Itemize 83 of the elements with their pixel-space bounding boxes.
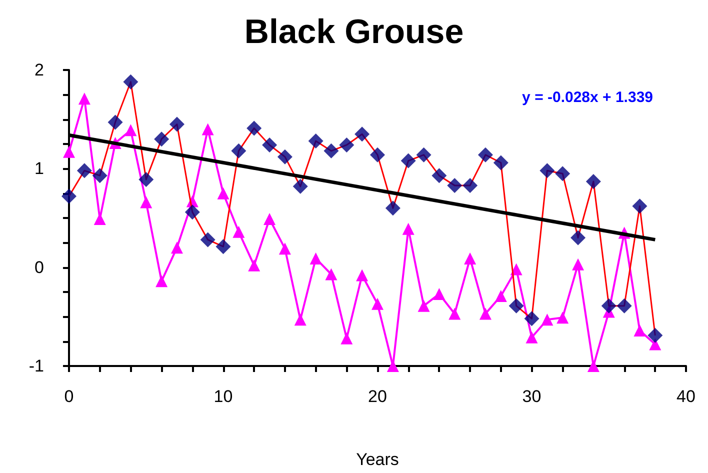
point: [448, 308, 461, 320]
point: [447, 178, 462, 193]
y-tick-label: 2: [34, 60, 44, 80]
point: [632, 198, 648, 214]
point: [648, 328, 663, 343]
point: [386, 360, 399, 372]
point: [232, 226, 245, 238]
point: [264, 212, 276, 225]
point: [616, 298, 632, 314]
point: [278, 242, 291, 255]
point: [108, 114, 123, 130]
point: [385, 200, 400, 216]
x-tick-label: 0: [64, 387, 74, 406]
point: [418, 300, 430, 312]
point: [601, 298, 616, 314]
point: [464, 252, 476, 264]
point: [526, 331, 538, 344]
x-axis-title: Years: [356, 450, 399, 469]
point: [324, 143, 339, 158]
point: [555, 166, 570, 182]
annotation: y = -0.028x + 1.339: [522, 89, 654, 106]
x-tick-label: 30: [522, 387, 542, 406]
point: [308, 134, 324, 149]
point: [124, 124, 137, 136]
point: [154, 132, 170, 147]
point: [231, 143, 246, 158]
point: [294, 314, 306, 326]
point: [433, 288, 446, 300]
y-tick-label: 0: [34, 258, 44, 277]
point: [78, 92, 90, 105]
x-tick-label: 40: [676, 387, 696, 406]
point: [248, 259, 260, 272]
point: [140, 196, 152, 208]
point: [478, 147, 493, 162]
y-tick-label: -1: [28, 356, 44, 376]
point: [123, 74, 138, 90]
point: [402, 222, 414, 235]
point: [156, 275, 168, 288]
point: [356, 269, 368, 282]
point: [200, 232, 216, 248]
point: [354, 126, 370, 142]
point: [462, 178, 478, 193]
x-tick-label: 10: [214, 387, 233, 406]
point: [277, 149, 292, 164]
chart-title: Black Grouse: [244, 13, 464, 51]
point: [479, 308, 492, 320]
point: [169, 116, 184, 132]
point: [432, 168, 447, 184]
point: [416, 147, 432, 162]
point: [634, 324, 646, 336]
point: [170, 242, 183, 254]
point: [292, 178, 308, 194]
point: [262, 137, 278, 152]
point: [217, 187, 230, 200]
point: [310, 252, 322, 264]
point: [339, 137, 354, 152]
point: [572, 258, 584, 270]
point: [587, 360, 600, 372]
point: [216, 239, 231, 254]
point: [325, 268, 338, 280]
point: [76, 163, 92, 178]
point: [493, 155, 508, 170]
point: [202, 123, 214, 136]
point: [586, 174, 601, 189]
point: [246, 120, 262, 136]
point: [540, 163, 555, 178]
point: [541, 314, 554, 326]
point: [556, 312, 569, 324]
point: [92, 168, 108, 184]
point: [570, 230, 586, 246]
point: [138, 172, 154, 188]
point: [370, 147, 385, 162]
x-tick-label: 20: [368, 387, 387, 406]
point: [63, 146, 75, 158]
point: [400, 153, 416, 168]
point: [62, 188, 76, 204]
point: [494, 290, 507, 302]
point: [508, 298, 524, 314]
point: [184, 204, 200, 220]
point: [340, 332, 353, 344]
point: [372, 298, 384, 310]
y-tick-label: 1: [34, 159, 44, 178]
point: [524, 311, 540, 326]
